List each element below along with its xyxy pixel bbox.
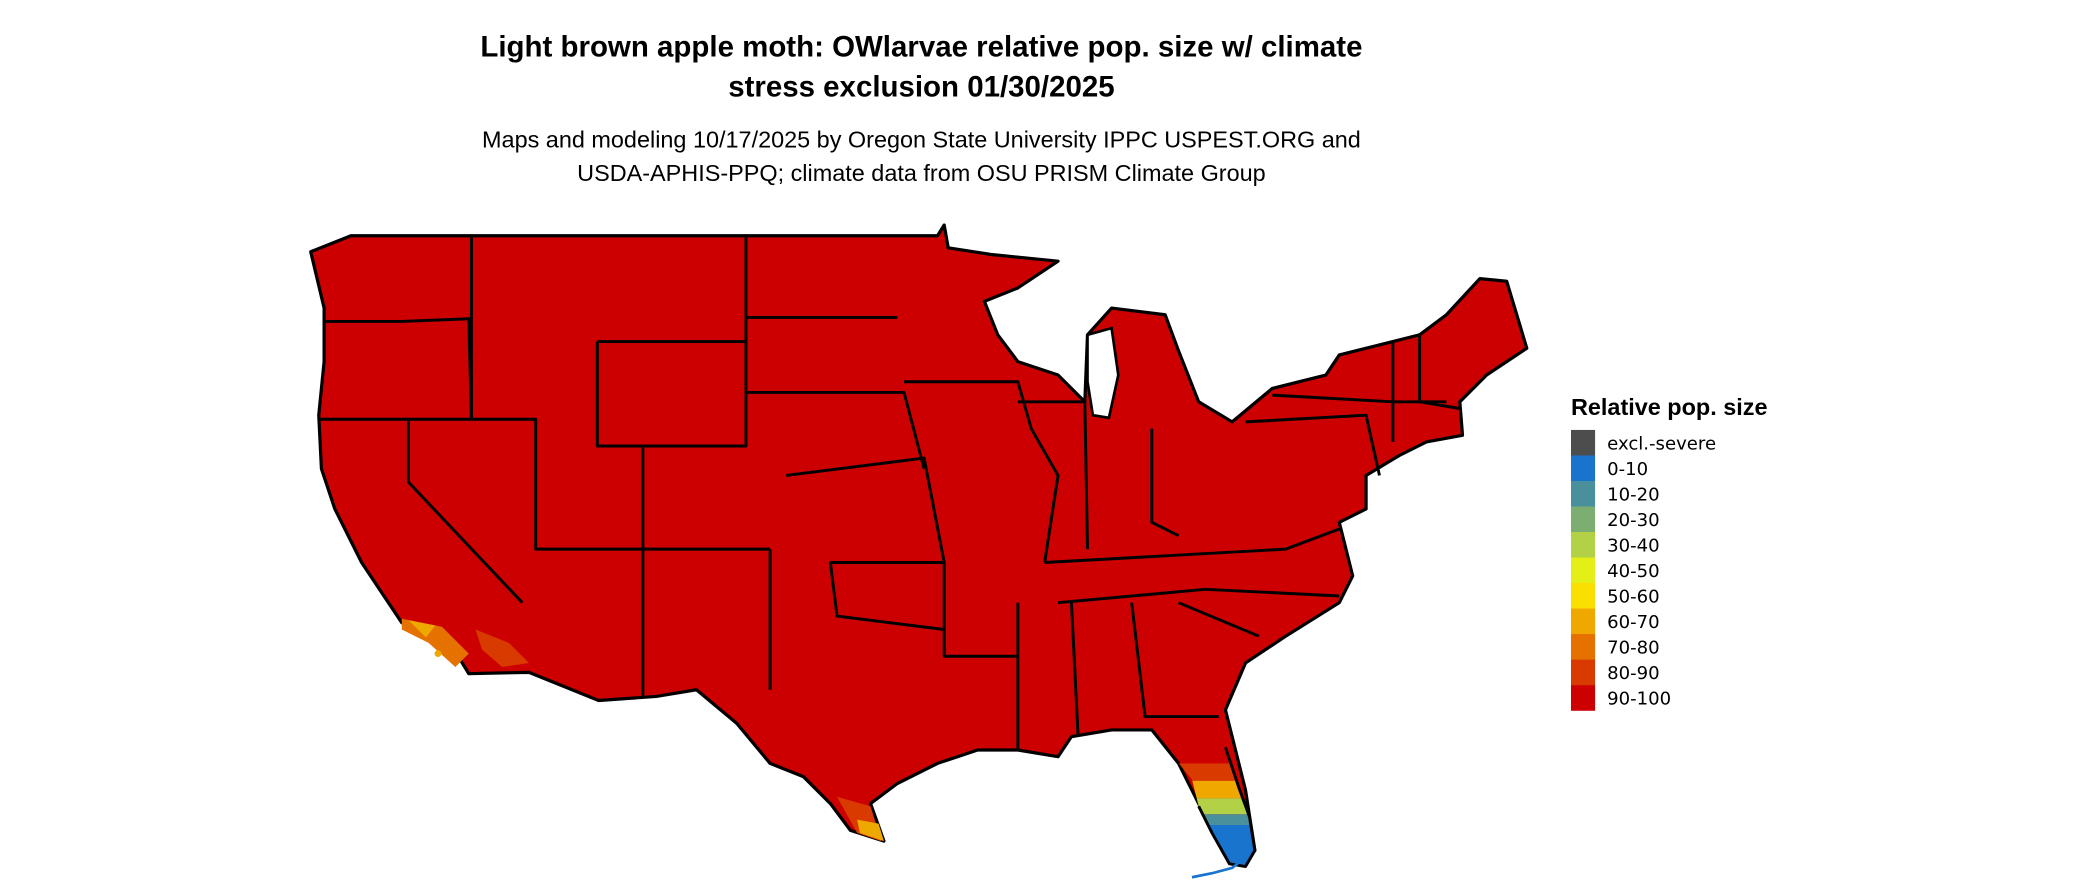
legend-label: 50-60 bbox=[1607, 586, 1660, 607]
legend-swatch bbox=[1570, 506, 1596, 533]
legend-swatch bbox=[1570, 531, 1596, 558]
legend-swatch bbox=[1570, 634, 1596, 660]
us-landmass bbox=[309, 223, 1529, 866]
legend-swatch bbox=[1570, 659, 1596, 686]
subtitle-line-2: USDA-APHIS-PPQ; climate data from OSU PR… bbox=[577, 160, 1266, 186]
legend-label: 20-30 bbox=[1607, 510, 1660, 531]
legend-swatch bbox=[1570, 557, 1596, 584]
florida-coast bbox=[1197, 746, 1257, 869]
title-line-2: stress exclusion 01/30/2025 bbox=[728, 70, 1114, 103]
legend-swatch bbox=[1570, 455, 1596, 482]
legend: Relative pop. size excl.-severe 0-10 10-20… bbox=[1570, 394, 1768, 711]
legend-swatch bbox=[1570, 583, 1596, 609]
lake-michigan bbox=[1086, 326, 1120, 420]
legend-swatch bbox=[1570, 608, 1596, 635]
legend-label: 80-90 bbox=[1607, 663, 1660, 684]
legend-label: 40-50 bbox=[1607, 561, 1660, 582]
south-texas-patch-2 bbox=[857, 819, 884, 842]
legend-label: 90-100 bbox=[1607, 688, 1671, 709]
legend-label: 0-10 bbox=[1607, 459, 1648, 480]
legend-title: Relative pop. size bbox=[1571, 394, 1768, 420]
subtitle-line-1: Maps and modeling 10/17/2025 by Oregon S… bbox=[482, 126, 1361, 152]
title-line-1: Light brown apple moth: OWlarvae relativ… bbox=[480, 30, 1362, 63]
legend-label: excl.-severe bbox=[1607, 433, 1716, 454]
legend-swatch bbox=[1570, 480, 1596, 507]
us-map bbox=[309, 223, 1529, 879]
legend-swatch bbox=[1570, 685, 1596, 711]
southern-california-patches bbox=[401, 618, 530, 667]
florida-peninsula-bands bbox=[1167, 763, 1255, 867]
legend-swatch bbox=[1570, 429, 1596, 456]
state-borders bbox=[318, 234, 1461, 751]
legend-label: 70-80 bbox=[1607, 637, 1660, 658]
florida-keys bbox=[1191, 856, 1247, 879]
legend-label: 60-70 bbox=[1607, 612, 1660, 633]
legend-label: 10-20 bbox=[1607, 484, 1660, 505]
legend-label: 30-40 bbox=[1607, 535, 1660, 556]
